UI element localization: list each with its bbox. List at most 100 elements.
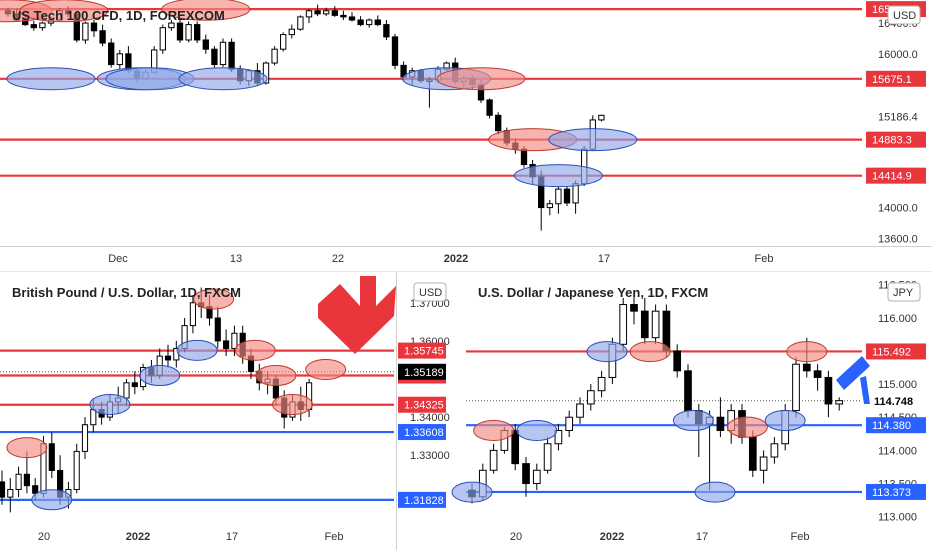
candle-body	[792, 363, 800, 412]
x-tick-label: Feb	[791, 531, 810, 543]
x-tick-label: 17	[696, 531, 708, 543]
candle	[673, 344, 682, 378]
candle-body	[759, 456, 768, 471]
candle-body	[7, 489, 14, 498]
level-badge: 14414.9	[866, 167, 926, 184]
candle-body	[522, 463, 530, 485]
level-badge-bg	[866, 343, 926, 360]
highlight-ellipse-blue	[6, 67, 96, 91]
level-badge: 1.35745	[398, 342, 446, 359]
y-tick-label: 15186.4	[878, 111, 918, 123]
currency-badge-label: USD	[893, 10, 916, 22]
candle	[495, 112, 502, 135]
y-tick-label: 1.34000	[410, 412, 450, 424]
candle-body	[489, 449, 498, 471]
candle	[640, 297, 649, 345]
level-badge-label: 15675.1	[872, 74, 912, 86]
level-badge-bg	[866, 167, 926, 184]
candle	[39, 21, 46, 31]
candle-body	[23, 473, 30, 487]
candle	[716, 397, 725, 438]
currency-badge: USD	[887, 5, 921, 25]
candle	[511, 423, 520, 471]
level-badge-label: 1.34325	[404, 400, 444, 412]
candle	[223, 329, 230, 357]
candle	[532, 463, 541, 491]
level-badge-label: 115.492	[872, 346, 911, 358]
chart-title: British Pound / U.S. Dollar, 1D, FXCM	[12, 285, 241, 300]
candle-body	[305, 10, 313, 18]
candle	[214, 306, 221, 349]
highlight-ellipse-red	[272, 394, 313, 416]
level-badge: 114.380	[866, 417, 926, 434]
level-badge-bg	[866, 483, 926, 500]
candle	[219, 38, 227, 67]
candle-body	[835, 400, 844, 405]
candle	[348, 12, 356, 22]
level-badge: 1.31828	[398, 491, 446, 508]
chart-panel-gbpusd: 1.330001.340001.360001.370001.357451.350…	[0, 282, 450, 543]
candle	[543, 437, 552, 474]
candle-body	[15, 473, 22, 491]
candle	[391, 33, 399, 70]
candle-body	[73, 450, 80, 491]
candle	[211, 46, 218, 68]
highlight-ellipse-blue	[513, 164, 603, 188]
highlight-ellipse-red	[255, 365, 297, 387]
candle-body	[228, 41, 235, 70]
highlight-ellipse-blue	[672, 410, 714, 432]
candle-body	[520, 148, 528, 166]
candle	[164, 344, 172, 368]
level-badge: 15675.1	[866, 70, 926, 87]
candle-body	[48, 443, 55, 471]
candle	[202, 34, 209, 54]
candle	[383, 19, 390, 40]
candle	[82, 21, 89, 44]
candle	[598, 114, 605, 122]
candle	[522, 457, 530, 497]
candle	[555, 186, 562, 214]
candle	[159, 24, 166, 54]
candle-body	[314, 10, 321, 15]
highlight-ellipse-blue	[516, 419, 558, 441]
candle-body	[770, 443, 779, 458]
highlight-ellipse-red	[629, 341, 671, 363]
candle	[576, 397, 584, 424]
level-badge-label: 113.373	[872, 487, 911, 499]
candle-body	[554, 429, 563, 445]
currency-badge-frame	[887, 5, 921, 25]
candle	[630, 291, 638, 325]
candle	[108, 38, 115, 68]
candle-body	[123, 382, 130, 399]
candle-body	[116, 53, 123, 66]
candle-body	[824, 376, 833, 405]
level-badge-bg	[398, 396, 446, 413]
candle-body	[673, 350, 682, 372]
candle-body	[185, 24, 192, 41]
candle-body	[231, 332, 238, 350]
candle	[48, 432, 55, 479]
chart-title: U.S. Dollar / Japanese Yen, 1D, FXCM	[478, 285, 708, 300]
candle	[185, 21, 192, 43]
candle-body	[108, 42, 115, 66]
candle	[0, 470, 6, 505]
candle	[30, 20, 37, 31]
candle	[770, 437, 779, 464]
candle	[323, 7, 330, 17]
highlight-ellipse-red	[234, 339, 276, 361]
candle	[374, 15, 381, 27]
candle-body	[619, 304, 628, 345]
candle-body	[511, 429, 520, 465]
highlight-ellipse-red	[473, 419, 515, 441]
currency-badge-frame	[887, 282, 921, 302]
candle-body	[383, 24, 390, 38]
candle	[489, 443, 498, 474]
candle-body	[716, 416, 725, 431]
candle	[116, 49, 123, 70]
candle-body	[288, 28, 295, 36]
x-tick-label: 17	[598, 253, 610, 265]
candle	[73, 443, 80, 494]
y-tick-label: 114.000	[878, 445, 917, 457]
candle-body	[262, 62, 270, 84]
